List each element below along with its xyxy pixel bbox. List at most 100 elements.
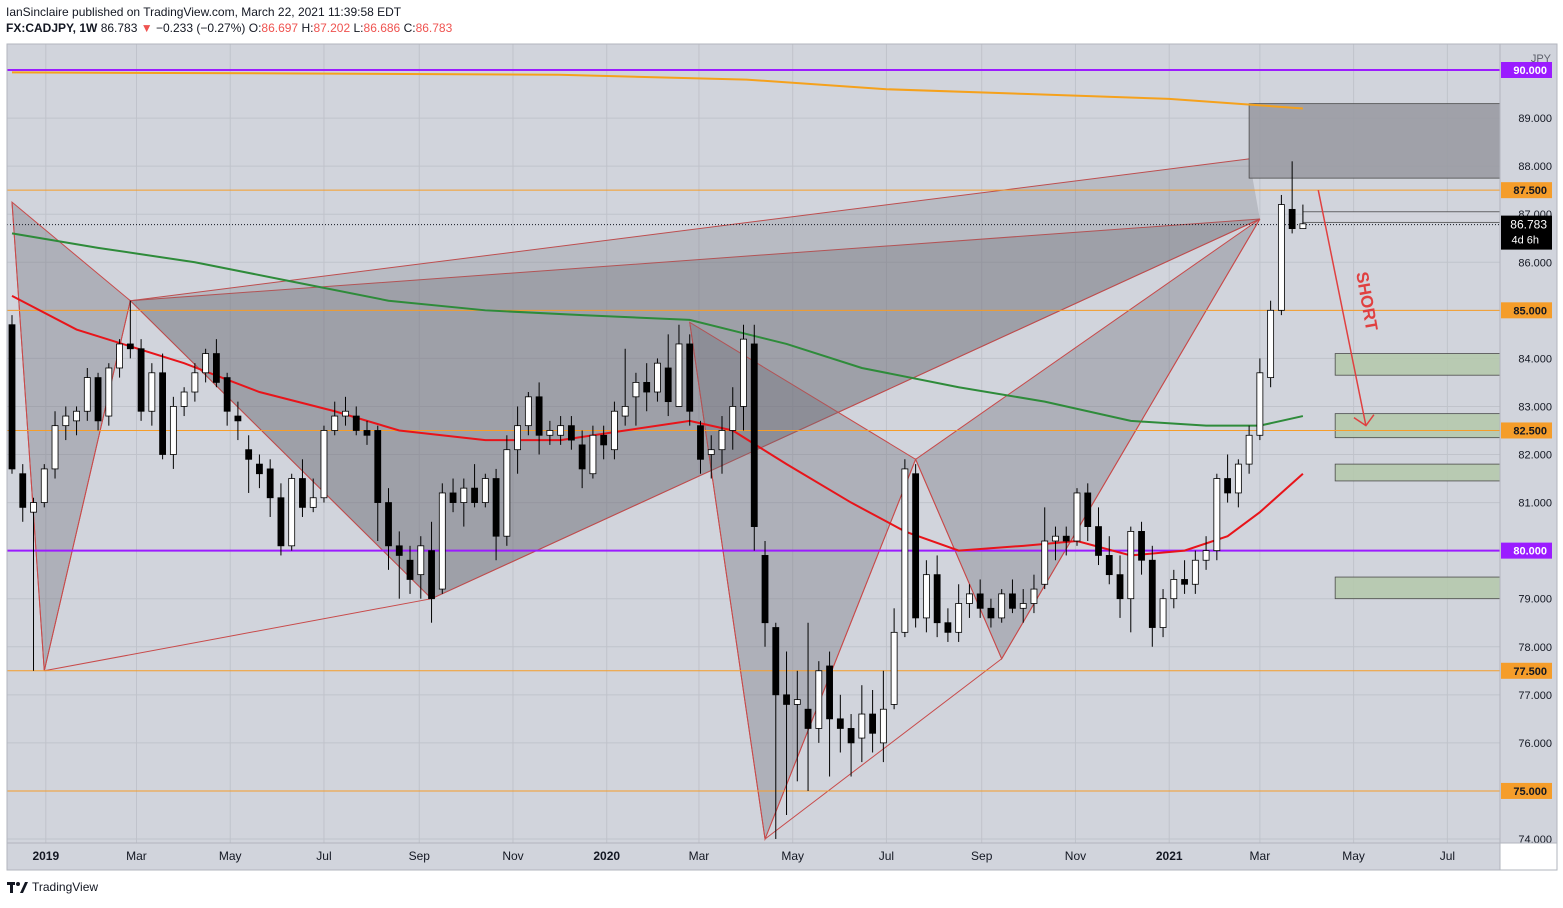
candle-body — [524, 396, 532, 427]
candle-body — [169, 406, 177, 455]
time-tick-label: May — [781, 849, 804, 863]
candle-body — [815, 670, 823, 729]
candle-body — [879, 708, 887, 744]
time-tick-label: Nov — [502, 849, 523, 863]
tradingview-brand: TradingView — [32, 880, 99, 894]
candle-body — [1138, 531, 1145, 561]
candle-body — [1299, 223, 1307, 230]
moving-average-line — [11, 232, 1304, 427]
candle-body — [557, 425, 565, 436]
candle-body — [611, 410, 618, 451]
level-tag — [1501, 302, 1552, 319]
candle-body — [83, 377, 91, 412]
candle-body — [40, 468, 48, 503]
time-tick-label: Jul — [879, 849, 894, 863]
candle-body — [718, 430, 726, 451]
candle-body — [309, 497, 317, 508]
zone-box — [1334, 413, 1501, 439]
candle-body — [417, 545, 425, 576]
candle-body — [191, 372, 199, 393]
candle-body — [202, 353, 210, 374]
candle-body — [428, 550, 435, 600]
zone-box — [1248, 103, 1501, 179]
candle-body — [772, 627, 780, 696]
candle-body — [998, 593, 1006, 619]
candle-body — [116, 343, 123, 369]
price-tick-label: 84.000 — [1518, 353, 1552, 365]
candle-body — [966, 593, 973, 604]
candle-body — [783, 694, 790, 705]
high-label: H: — [301, 21, 314, 35]
ohlc-line: FX:CADJPY, 1W 86.783 ▼ −0.233 (−0.27%) O… — [6, 20, 452, 36]
candle-body — [331, 415, 339, 431]
price-tick-label: 77.000 — [1518, 690, 1552, 702]
candle-body — [234, 415, 242, 422]
candle-body — [793, 699, 801, 705]
candle-body — [1202, 550, 1210, 561]
candle-body — [288, 478, 296, 547]
candle-body — [654, 362, 661, 393]
candle-body — [1159, 598, 1167, 628]
candle-body — [374, 430, 382, 503]
time-tick-label: Mar — [689, 849, 710, 863]
candle-body — [94, 377, 102, 422]
time-tick-label: Mar — [126, 849, 147, 863]
candle-body — [212, 353, 220, 383]
candle-body — [578, 444, 586, 470]
pattern-wedge — [130, 158, 1260, 599]
candle-body — [1191, 559, 1199, 585]
level-tag-label: 82.500 — [1513, 425, 1547, 437]
time-tick-label: Jul — [1440, 849, 1455, 863]
candle-body — [481, 478, 489, 503]
time-tick-label: 2019 — [32, 849, 59, 863]
candle-body — [19, 473, 27, 508]
pattern-trendline — [130, 158, 1250, 302]
candle-body — [1234, 463, 1242, 494]
candle-body — [740, 338, 747, 407]
candle-body — [707, 449, 715, 455]
price-tick-label: 78.000 — [1518, 642, 1552, 654]
candle-body — [137, 348, 145, 412]
candle-body — [1148, 559, 1156, 628]
candle-body — [148, 372, 156, 412]
level-tag — [1501, 182, 1552, 199]
price-tick-label: 89.000 — [1518, 113, 1552, 125]
bar-countdown-label: 4d 6h — [1511, 235, 1539, 247]
candle-body — [804, 708, 812, 729]
candle-body — [567, 425, 575, 441]
candle-body — [449, 492, 457, 503]
zone-box — [1334, 576, 1501, 600]
harmonic-patterns — [11, 158, 1261, 841]
level-tag-label: 77.500 — [1513, 666, 1547, 678]
candle-body — [1181, 579, 1188, 585]
candle-body — [180, 391, 188, 407]
candle-body — [277, 497, 285, 547]
level-tag-label: 87.500 — [1513, 185, 1547, 197]
candle-body — [1170, 579, 1178, 600]
time-axis: 2019 Mar May Jul Sep Nov 2020 Mar May Jul Sep Nov 20… — [32, 849, 1455, 863]
candle-body — [320, 430, 328, 499]
candle-body — [1288, 208, 1296, 230]
candle-body — [1267, 309, 1275, 378]
candle-body — [363, 430, 371, 436]
zone-box — [1302, 211, 1501, 223]
candle-body — [621, 406, 629, 417]
symbol-label: FX:CADJPY, 1W — [6, 21, 98, 35]
candle-body — [933, 574, 941, 624]
time-tick-label: 2021 — [1156, 849, 1183, 863]
candles — [8, 161, 1307, 839]
candle-body — [901, 468, 909, 633]
level-tag — [1501, 422, 1552, 439]
candle-body — [352, 415, 360, 431]
time-tick-label: Sep — [409, 849, 431, 863]
candle-body — [858, 713, 866, 739]
candle-body — [675, 343, 683, 407]
candle-body — [955, 603, 963, 633]
candle-body — [126, 343, 134, 350]
candle-body — [1095, 526, 1102, 556]
chart-header: IanSinclaire published on TradingView.co… — [6, 4, 452, 36]
candle-body — [1019, 603, 1027, 609]
zone-box — [1334, 463, 1501, 482]
candle-body — [460, 487, 468, 503]
